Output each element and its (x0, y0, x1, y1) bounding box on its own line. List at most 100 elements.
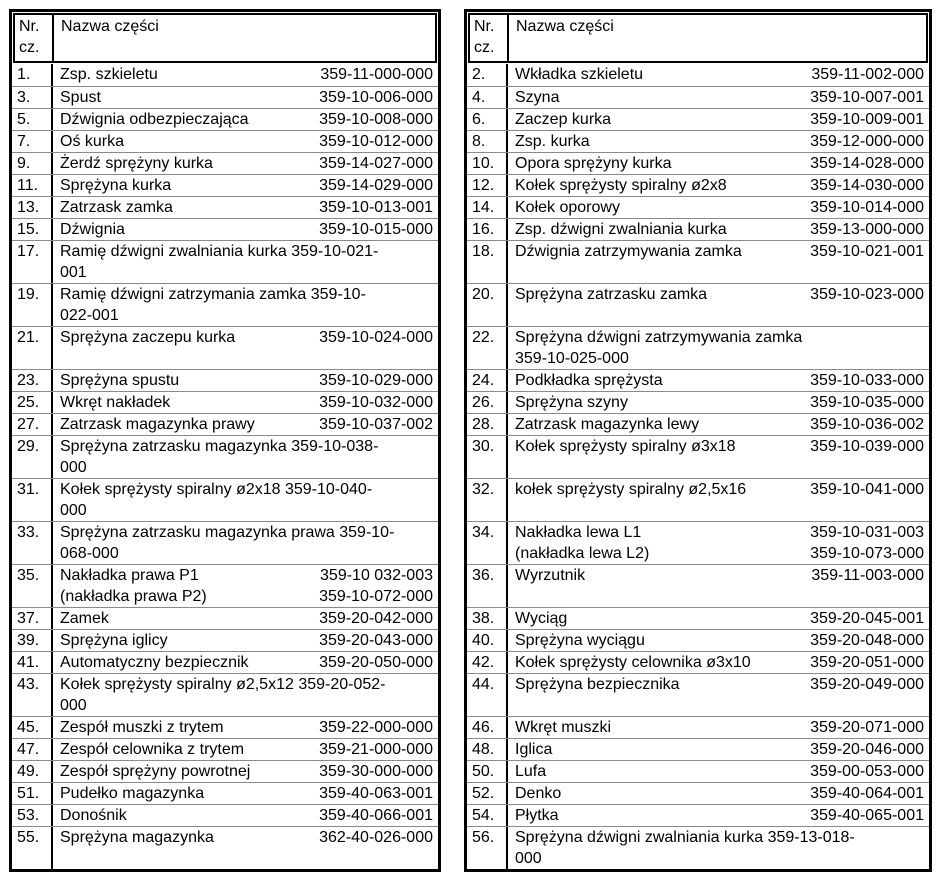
part-catalog-number: 359-30-000-000 (319, 763, 433, 780)
part-catalog-number: 359-10-008-000 (319, 111, 433, 128)
part-name: Denko (515, 785, 562, 802)
part-cell: Donośnik 359-40-066-001 (53, 805, 438, 826)
part-number-index: 45. (12, 717, 53, 738)
part-number-index: 4. (467, 87, 508, 108)
part-name: Spust (60, 89, 101, 106)
part-number-index: 7. (12, 131, 53, 152)
part-number-index: 41. (12, 652, 53, 673)
part-catalog-number: 359-22-000-000 (319, 719, 433, 736)
part-number-index: 1. (12, 64, 53, 86)
part-name: Donośnik (60, 807, 127, 824)
part-name: Kołek sprężysty spiralny ø2x8 (515, 177, 727, 194)
part-catalog-number: 359-10-007-001 (810, 89, 924, 106)
part-catalog-number: 359-40-063-001 (319, 785, 433, 802)
table-row: 42. Kołek sprężysty celownika ø3x10 359-20… (467, 651, 929, 673)
part-name: Zatrzask zamka (60, 199, 173, 216)
table-row: 6. Zaczep kurka 359-10-009-001 (467, 108, 929, 130)
part-name: Sprężyna bezpiecznika (515, 676, 680, 693)
part-catalog-number: 359-20-042-000 (319, 610, 433, 627)
part-cell: Zsp. kurka 359-12-000-000 (508, 131, 929, 152)
part-number-index: 5. (12, 109, 53, 130)
part-number-index: 15. (12, 219, 53, 240)
part-catalog-number: 359-40-064-001 (810, 785, 924, 802)
part-catalog-number: 359-14-030-000 (810, 177, 924, 194)
table-row: 23. Sprężyna spustu 359-10-029-000 (12, 369, 438, 391)
part-name: Nakładka prawa P1 (nakładka prawa P2) (60, 567, 207, 605)
table-row: 52. Denko 359-40-064-001 (467, 782, 929, 804)
part-name: Sprężyna spustu (60, 372, 180, 389)
part-cell: Podkładka sprężysta 359-10-033-000 (508, 370, 929, 391)
table-row: 30. Kołek sprężysty spiralny ø3x18 359-10-… (467, 435, 929, 478)
part-catalog-number: 362-40-026-000 (319, 829, 433, 846)
part-catalog-number: 359-10-032-000 (319, 394, 433, 411)
table-row: 7. Oś kurka 359-10-012-000 (12, 130, 438, 152)
part-cell: Zsp. szkieletu 359-11-000-000 (53, 64, 438, 86)
part-number-index: 12. (467, 175, 508, 196)
part-cell: Dźwignia odbezpieczająca 359-10-008-000 (53, 109, 438, 130)
part-cell: Ramię dźwigni zwalniania kurka 359-10-02… (60, 243, 379, 281)
part-cell: Denko 359-40-064-001 (508, 783, 929, 804)
part-number-index: 23. (12, 370, 53, 391)
header-nazwa-czesci: Nazwa części (52, 13, 437, 63)
table-row: 40. Sprężyna wyciągu 359-20-048-000 (467, 629, 929, 651)
part-name: Kołek sprężysty spiralny ø3x18 (515, 438, 736, 455)
part-name: Zaczep kurka (515, 111, 612, 128)
part-catalog-number: 359-20-045-001 (810, 610, 924, 627)
table-row: 9. Żerdź sprężyny kurka 359-14-027-000 (12, 152, 438, 174)
part-catalog-number: 359-14-027-000 (319, 155, 433, 172)
part-number-index: 49. (12, 761, 53, 782)
part-cell: Wkładka szkieletu 359-11-002-000 (508, 64, 929, 86)
part-number-index: 54. (467, 805, 508, 826)
part-number-index: 24. (467, 370, 508, 391)
table-row: 56. Sprężyna dźwigni zwalniania kurka 359… (467, 826, 929, 869)
table-row: 22. Sprężyna dźwigni zatrzymywania zamka … (467, 326, 929, 369)
header-nazwa-czesci: Nazwa części (507, 13, 928, 63)
part-name: Wyrzutnik (515, 567, 586, 584)
part-cell: Sprężyna dźwigni zatrzymywania zamka 359… (515, 329, 803, 367)
part-number-index: 56. (467, 827, 508, 869)
part-name: Wkładka szkieletu (515, 66, 644, 83)
table-row: 15. Dźwignia 359-10-015-000 (12, 218, 438, 240)
part-catalog-number: 359-20-048-000 (810, 632, 924, 649)
table-body: 2. Wkładka szkieletu 359-11-002-000 4. Szyna… (467, 64, 929, 869)
part-number-index: 30. (467, 436, 508, 478)
part-cell: Zsp. dźwigni zwalniania kurka 359-13-000-… (508, 219, 929, 240)
part-name: Kołek sprężysty celownika ø3x10 (515, 654, 751, 671)
table-row: 11. Sprężyna kurka 359-14-029-000 (12, 174, 438, 196)
part-name: Sprężyna szyny (515, 394, 628, 411)
table-row: 37. Zamek 359-20-042-000 (12, 607, 438, 629)
part-catalog-number: 359-20-046-000 (810, 741, 924, 758)
part-catalog-number: 359-10-006-000 (319, 89, 433, 106)
part-cell: Wyciąg 359-20-045-001 (508, 608, 929, 629)
part-catalog-number: 359-10-029-000 (319, 372, 433, 389)
part-cell: Żerdź sprężyny kurka 359-14-027-000 (53, 153, 438, 174)
table-row: 25. Wkręt nakładek 359-10-032-000 (12, 391, 438, 413)
table-row: 16. Zsp. dźwigni zwalniania kurka 359-13-0… (467, 218, 929, 240)
part-catalog-number: 359-10-041-000 (810, 481, 924, 498)
part-number-index: 31. (12, 479, 53, 521)
part-name: Zespół sprężyny powrotnej (60, 763, 251, 780)
part-number-index: 3. (12, 87, 53, 108)
table-row: 38. Wyciąg 359-20-045-001 (467, 607, 929, 629)
part-name: Pudełko magazynka (60, 785, 205, 802)
part-name: Wkręt muszki (515, 719, 611, 736)
part-catalog-number: 359-20-050-000 (319, 654, 433, 671)
part-cell: Zamek 359-20-042-000 (53, 608, 438, 629)
part-name: Opora sprężyny kurka (515, 155, 672, 172)
part-name: Dźwignia zatrzymywania zamka (515, 243, 742, 260)
part-name: Podkładka sprężysta (515, 372, 663, 389)
part-cell: Kołek sprężysty spiralny ø3x18 359-10-039… (508, 436, 929, 478)
table-row: 26. Sprężyna szyny 359-10-035-000 (467, 391, 929, 413)
part-cell: Opora sprężyny kurka 359-14-028-000 (508, 153, 929, 174)
part-number-index: 20. (467, 284, 508, 326)
part-catalog-number: 359-00-053-000 (810, 763, 924, 780)
part-number-index: 9. (12, 153, 53, 174)
part-cell: Dźwignia 359-10-015-000 (53, 219, 438, 240)
table-row: 36. Wyrzutnik 359-11-003-000 (467, 564, 929, 607)
part-number-index: 26. (467, 392, 508, 413)
part-name: Automatyczny bezpiecznik (60, 654, 249, 671)
table-row: 27. Zatrzask magazynka prawy 359-10-037-00… (12, 413, 438, 435)
part-catalog-number: 359-12-000-000 (810, 133, 924, 150)
table-row: 51. Pudełko magazynka 359-40-063-001 (12, 782, 438, 804)
part-cell: Zespół sprężyny powrotnej 359-30-000-000 (53, 761, 438, 782)
